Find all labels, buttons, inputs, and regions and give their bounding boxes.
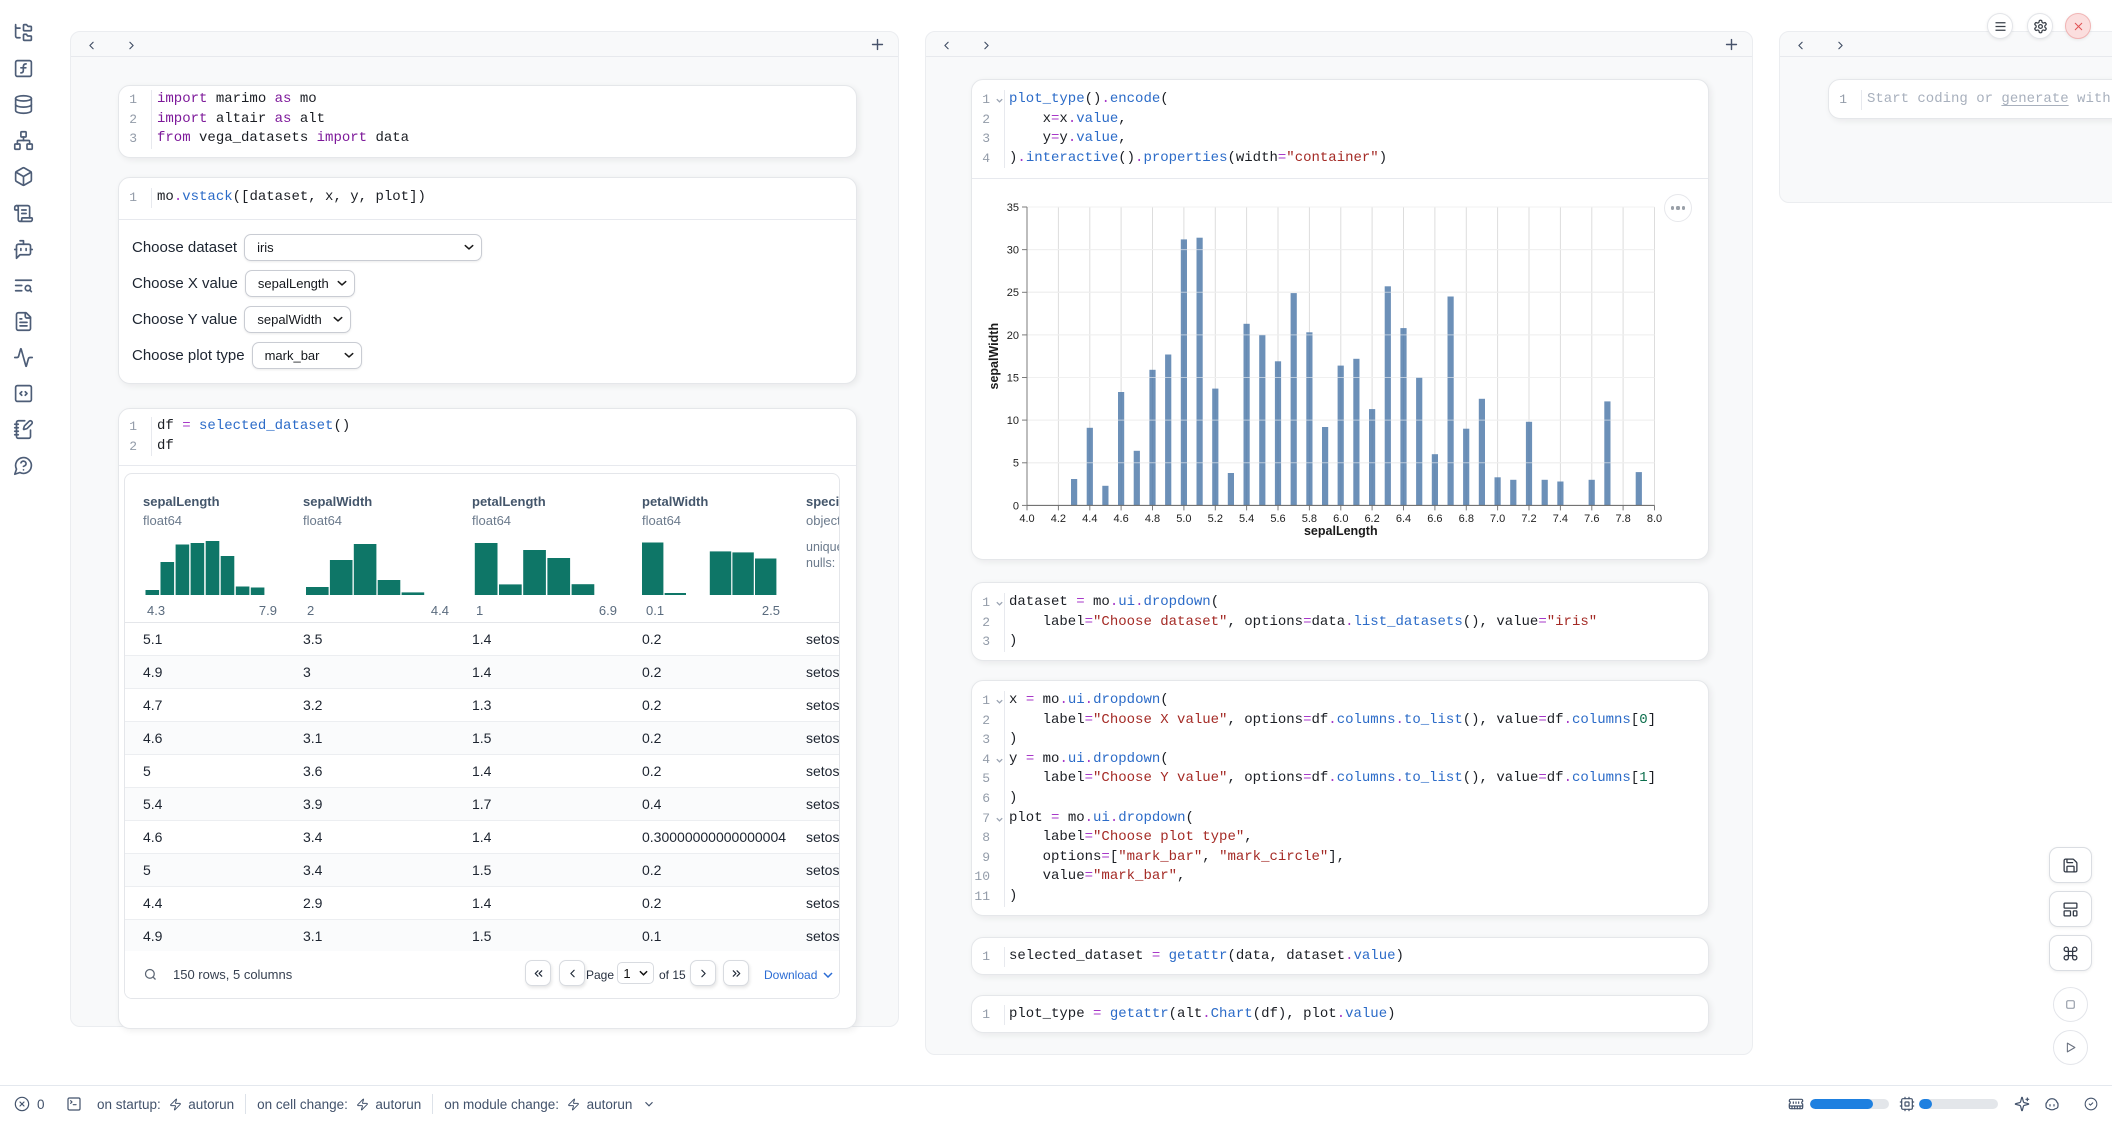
svg-text:4.8: 4.8 [1145, 513, 1160, 525]
svg-text:6.2: 6.2 [1364, 513, 1379, 525]
svg-text:6.4: 6.4 [1396, 513, 1411, 525]
svg-text:4.0: 4.0 [1019, 513, 1034, 525]
svg-text:7.8: 7.8 [1615, 513, 1630, 525]
svg-text:sepalLength: sepalLength [1304, 524, 1378, 538]
svg-text:5: 5 [1013, 458, 1019, 470]
svg-text:15: 15 [1007, 372, 1019, 384]
svg-text:7.2: 7.2 [1521, 513, 1536, 525]
svg-text:4.6: 4.6 [1113, 513, 1128, 525]
svg-text:7.4: 7.4 [1553, 513, 1568, 525]
svg-text:5.6: 5.6 [1270, 513, 1285, 525]
svg-text:10: 10 [1007, 415, 1019, 427]
svg-text:6.6: 6.6 [1427, 513, 1442, 525]
svg-text:sepalWidth: sepalWidth [987, 323, 1001, 390]
svg-text:4.2: 4.2 [1051, 513, 1066, 525]
svg-text:5.8: 5.8 [1302, 513, 1317, 525]
svg-text:20: 20 [1007, 330, 1019, 342]
svg-text:5.4: 5.4 [1239, 513, 1254, 525]
svg-text:0: 0 [1013, 500, 1019, 512]
svg-text:30: 30 [1007, 245, 1019, 257]
svg-text:35: 35 [1007, 202, 1019, 214]
svg-text:5.2: 5.2 [1208, 513, 1223, 525]
svg-text:4.4: 4.4 [1082, 513, 1097, 525]
svg-text:6.8: 6.8 [1459, 513, 1474, 525]
svg-text:8.0: 8.0 [1647, 513, 1662, 525]
svg-text:7.0: 7.0 [1490, 513, 1505, 525]
svg-text:7.6: 7.6 [1584, 513, 1599, 525]
svg-text:5.0: 5.0 [1176, 513, 1191, 525]
svg-text:25: 25 [1007, 287, 1019, 299]
svg-text:6.0: 6.0 [1333, 513, 1348, 525]
